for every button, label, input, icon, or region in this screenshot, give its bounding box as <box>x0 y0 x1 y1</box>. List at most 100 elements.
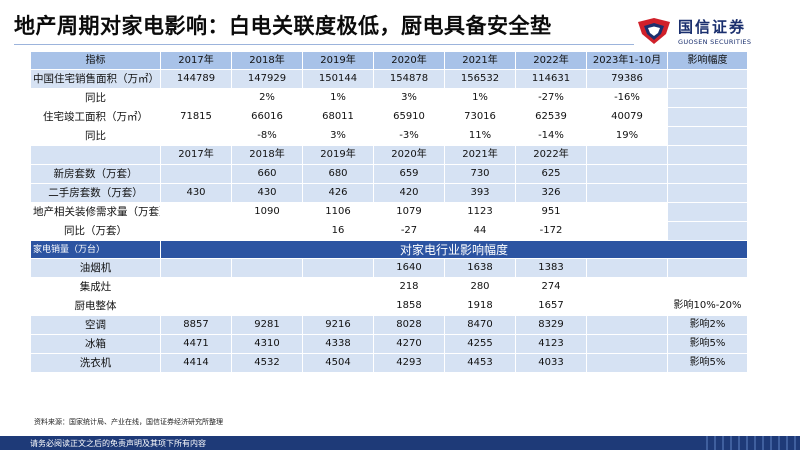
table-cell: 660 <box>231 164 303 184</box>
table-cell: 1657 <box>515 296 587 316</box>
table-cell: 1918 <box>444 296 516 316</box>
table-cell: 2021年 <box>444 145 516 165</box>
table-cell: 4414 <box>160 353 232 373</box>
row-label: 冰箱 <box>30 334 161 354</box>
row-label: 厨电整体 <box>30 296 161 316</box>
impact-cell <box>667 202 748 222</box>
table-cell <box>160 277 232 297</box>
table-cell: 2% <box>231 88 303 108</box>
table-cell <box>586 183 668 203</box>
table-cell: 4532 <box>231 353 303 373</box>
table-cell <box>586 296 668 316</box>
table-cell: -172 <box>515 221 587 241</box>
table-cell: 44 <box>444 221 516 241</box>
table-cell: 420 <box>373 183 445 203</box>
table-row: 住宅竣工面积（万㎡） 71815 66016 68011 65910 73016… <box>30 107 748 127</box>
table-cell: 19% <box>586 126 668 146</box>
table-cell: 430 <box>231 183 303 203</box>
table-cell: 1123 <box>444 202 516 222</box>
impact-cell <box>667 164 748 184</box>
table-cell: 150144 <box>302 69 374 89</box>
table-cell <box>231 258 303 278</box>
impact-cell: 影响10%-20% <box>667 296 748 316</box>
impact-cell <box>667 69 748 89</box>
brand-name-en: GUOSEN SECURITIES <box>678 38 752 46</box>
guosen-logo-icon <box>638 18 670 44</box>
table-cell: 4453 <box>444 353 516 373</box>
table-row: 2017年 2018年 2019年 2020年 2021年 2022年 <box>30 145 748 165</box>
table-cell <box>231 296 303 316</box>
section-header-row: 家电销量（万台） 对家电行业影响幅度 <box>30 240 748 259</box>
table-cell <box>586 315 668 335</box>
table-cell: 16 <box>302 221 374 241</box>
page-title: 地产周期对家电影响：白电关联度极低，厨电具备安全垫 <box>14 14 552 38</box>
table-cell: -8% <box>231 126 303 146</box>
table-cell: 426 <box>302 183 374 203</box>
table-cell <box>302 277 374 297</box>
table-cell: 1090 <box>231 202 303 222</box>
footer-decoration <box>700 436 800 450</box>
header-cell: 2022年 <box>515 51 587 70</box>
impact-cell <box>667 221 748 241</box>
impact-cell <box>667 277 748 297</box>
table-cell: 2022年 <box>515 145 587 165</box>
table-cell: 62539 <box>515 107 587 127</box>
footer-bar: 请务必阅读正文之后的免责声明及其项下所有内容 <box>0 436 800 450</box>
table-cell: 2020年 <box>373 145 445 165</box>
table-cell: 2019年 <box>302 145 374 165</box>
header-cell: 2018年 <box>231 51 303 70</box>
row-label: 油烟机 <box>30 258 161 278</box>
header-cell: 2021年 <box>444 51 516 70</box>
source-note: 资料来源：国家统计局、产业在线，国信证券经济研究所整理 <box>34 418 223 426</box>
table-cell: 4123 <box>515 334 587 354</box>
table-cell <box>586 202 668 222</box>
table-cell <box>586 277 668 297</box>
header-cell: 2017年 <box>160 51 232 70</box>
header-cell: 2019年 <box>302 51 374 70</box>
table-cell: 4471 <box>160 334 232 354</box>
table-cell: 274 <box>515 277 587 297</box>
table-cell: 9216 <box>302 315 374 335</box>
impact-cell <box>667 88 748 108</box>
table-cell: 11% <box>444 126 516 146</box>
table-cell <box>160 221 232 241</box>
table-cell: 4270 <box>373 334 445 354</box>
impact-cell <box>667 258 748 278</box>
table-cell: 1% <box>444 88 516 108</box>
table-cell: 2018年 <box>231 145 303 165</box>
table-cell: 4338 <box>302 334 374 354</box>
impact-cell <box>667 145 748 165</box>
table-cell: 144789 <box>160 69 232 89</box>
header-cell: 2020年 <box>373 51 445 70</box>
impact-cell: 影响5% <box>667 334 748 354</box>
table-cell: 326 <box>515 183 587 203</box>
table-cell <box>160 164 232 184</box>
table-cell <box>160 258 232 278</box>
table-cell <box>160 296 232 316</box>
row-label: 住宅竣工面积（万㎡） <box>30 107 161 127</box>
impact-cell <box>667 107 748 127</box>
table-row: 冰箱 4471 4310 4338 4270 4255 4123 影响5% <box>30 334 748 354</box>
table-cell <box>302 296 374 316</box>
table-header-row: 指标 2017年 2018年 2019年 2020年 2021年 2022年 2… <box>30 51 748 70</box>
table-cell: 114631 <box>515 69 587 89</box>
title-rule <box>14 44 634 45</box>
table-cell: 4293 <box>373 353 445 373</box>
table-row: 地产相关装修需求量（万套） 1090 1106 1079 1123 951 <box>30 202 748 222</box>
table-cell: 280 <box>444 277 516 297</box>
section-title: 对家电行业影响幅度 <box>160 240 748 259</box>
table-cell: 659 <box>373 164 445 184</box>
table-cell: 1383 <box>515 258 587 278</box>
row-label: 同比 <box>30 126 161 146</box>
table-cell: 71815 <box>160 107 232 127</box>
table-cell: 4033 <box>515 353 587 373</box>
table-cell: -14% <box>515 126 587 146</box>
table-row: 油烟机 1640 1638 1383 <box>30 258 748 278</box>
table-cell: 1640 <box>373 258 445 278</box>
brand-logo: 国信证券 GUOSEN SECURITIES <box>636 16 796 56</box>
row-label: 空调 <box>30 315 161 335</box>
table-row: 同比 2% 1% 3% 1% -27% -16% <box>30 88 748 108</box>
table-cell: 66016 <box>231 107 303 127</box>
row-label: 地产相关装修需求量（万套） <box>30 202 161 222</box>
table-cell <box>160 202 232 222</box>
